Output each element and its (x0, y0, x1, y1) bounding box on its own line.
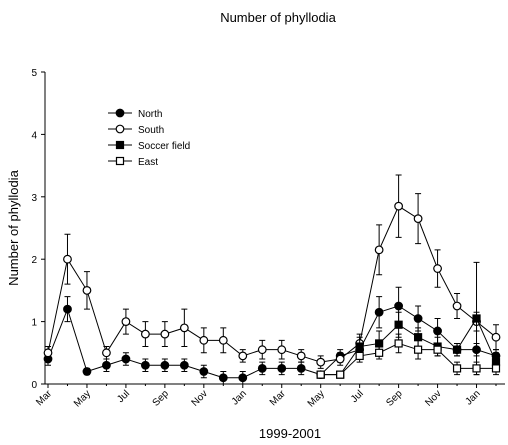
data-point (433, 264, 442, 273)
data-point (238, 373, 248, 383)
data-point (277, 345, 287, 355)
data-point (452, 345, 462, 354)
legend-marker (115, 124, 125, 134)
data-point (374, 245, 384, 255)
data-point (394, 320, 403, 329)
y-tick-label: 4 (31, 130, 37, 141)
data-point (472, 314, 481, 323)
data-point (121, 354, 131, 364)
data-point (63, 254, 72, 264)
x-tick-label: Jul (349, 388, 366, 405)
legend-label: Soccer field (138, 141, 190, 152)
data-point (43, 348, 53, 358)
x-tick-label: Jan (463, 388, 482, 407)
data-point (316, 370, 325, 379)
data-point (336, 370, 345, 379)
data-point (82, 367, 92, 376)
data-point (394, 339, 403, 348)
x-axis-label: 1999-2001 (259, 426, 321, 441)
data-point (82, 286, 92, 295)
data-point (238, 351, 248, 361)
data-point (491, 332, 501, 342)
chart-title: Number of phyllodia (220, 10, 336, 25)
x-tick-label: Sep (384, 388, 405, 409)
data-point (491, 364, 501, 373)
y-tick-label: 3 (31, 193, 37, 204)
data-point (413, 314, 423, 323)
x-tick-label: Nov (190, 388, 210, 408)
legend-label: East (138, 157, 158, 168)
data-point (160, 329, 170, 339)
legend-marker (115, 156, 125, 166)
legend-marker (115, 108, 125, 118)
data-point (335, 354, 345, 364)
data-point (160, 360, 170, 370)
data-point (199, 335, 209, 345)
series-line (320, 317, 497, 376)
data-point (277, 364, 287, 373)
y-tick-label: 1 (31, 318, 37, 329)
data-point (296, 351, 306, 361)
data-point (375, 339, 384, 348)
data-point (355, 342, 364, 351)
data-point (355, 351, 364, 361)
data-point (296, 364, 306, 373)
data-point (374, 307, 384, 317)
series-line (47, 205, 497, 363)
x-tick-label: Nov (423, 388, 443, 408)
data-point (472, 364, 481, 373)
data-point (394, 201, 404, 211)
data-point (218, 373, 228, 383)
data-point (452, 364, 462, 373)
x-tick-label: Jan (230, 388, 249, 407)
y-tick-label: 5 (31, 68, 37, 79)
x-tick-label: Mar (34, 388, 54, 408)
data-point (413, 214, 423, 224)
data-point (179, 360, 189, 370)
data-point (413, 333, 423, 342)
data-point (257, 364, 267, 373)
data-point (218, 335, 228, 345)
x-tick-label: Jul (115, 388, 132, 405)
data-point (121, 317, 131, 327)
y-axis-label: Number of phyllodia (6, 169, 21, 285)
data-point (316, 357, 326, 367)
data-point (375, 348, 384, 357)
data-point (413, 345, 423, 354)
series-line (320, 342, 496, 376)
legend-label: North (138, 109, 162, 120)
data-point (199, 367, 209, 376)
x-tick-label: Mar (268, 388, 288, 408)
y-tick-label: 0 (31, 380, 37, 391)
data-point (433, 345, 442, 354)
data-point (433, 326, 442, 336)
data-point (140, 360, 150, 370)
legend-marker (115, 140, 125, 150)
legend-label: South (138, 125, 164, 136)
x-tick-label: May (72, 388, 93, 409)
data-point (257, 345, 267, 355)
y-tick-label: 2 (31, 255, 37, 266)
x-tick-label: May (306, 388, 327, 409)
data-point (179, 323, 189, 333)
data-point (452, 301, 462, 311)
data-point (140, 329, 150, 339)
data-point (63, 304, 72, 314)
data-point (394, 301, 404, 311)
x-tick-label: Sep (151, 388, 172, 409)
data-point (102, 348, 111, 358)
data-point (102, 360, 111, 370)
